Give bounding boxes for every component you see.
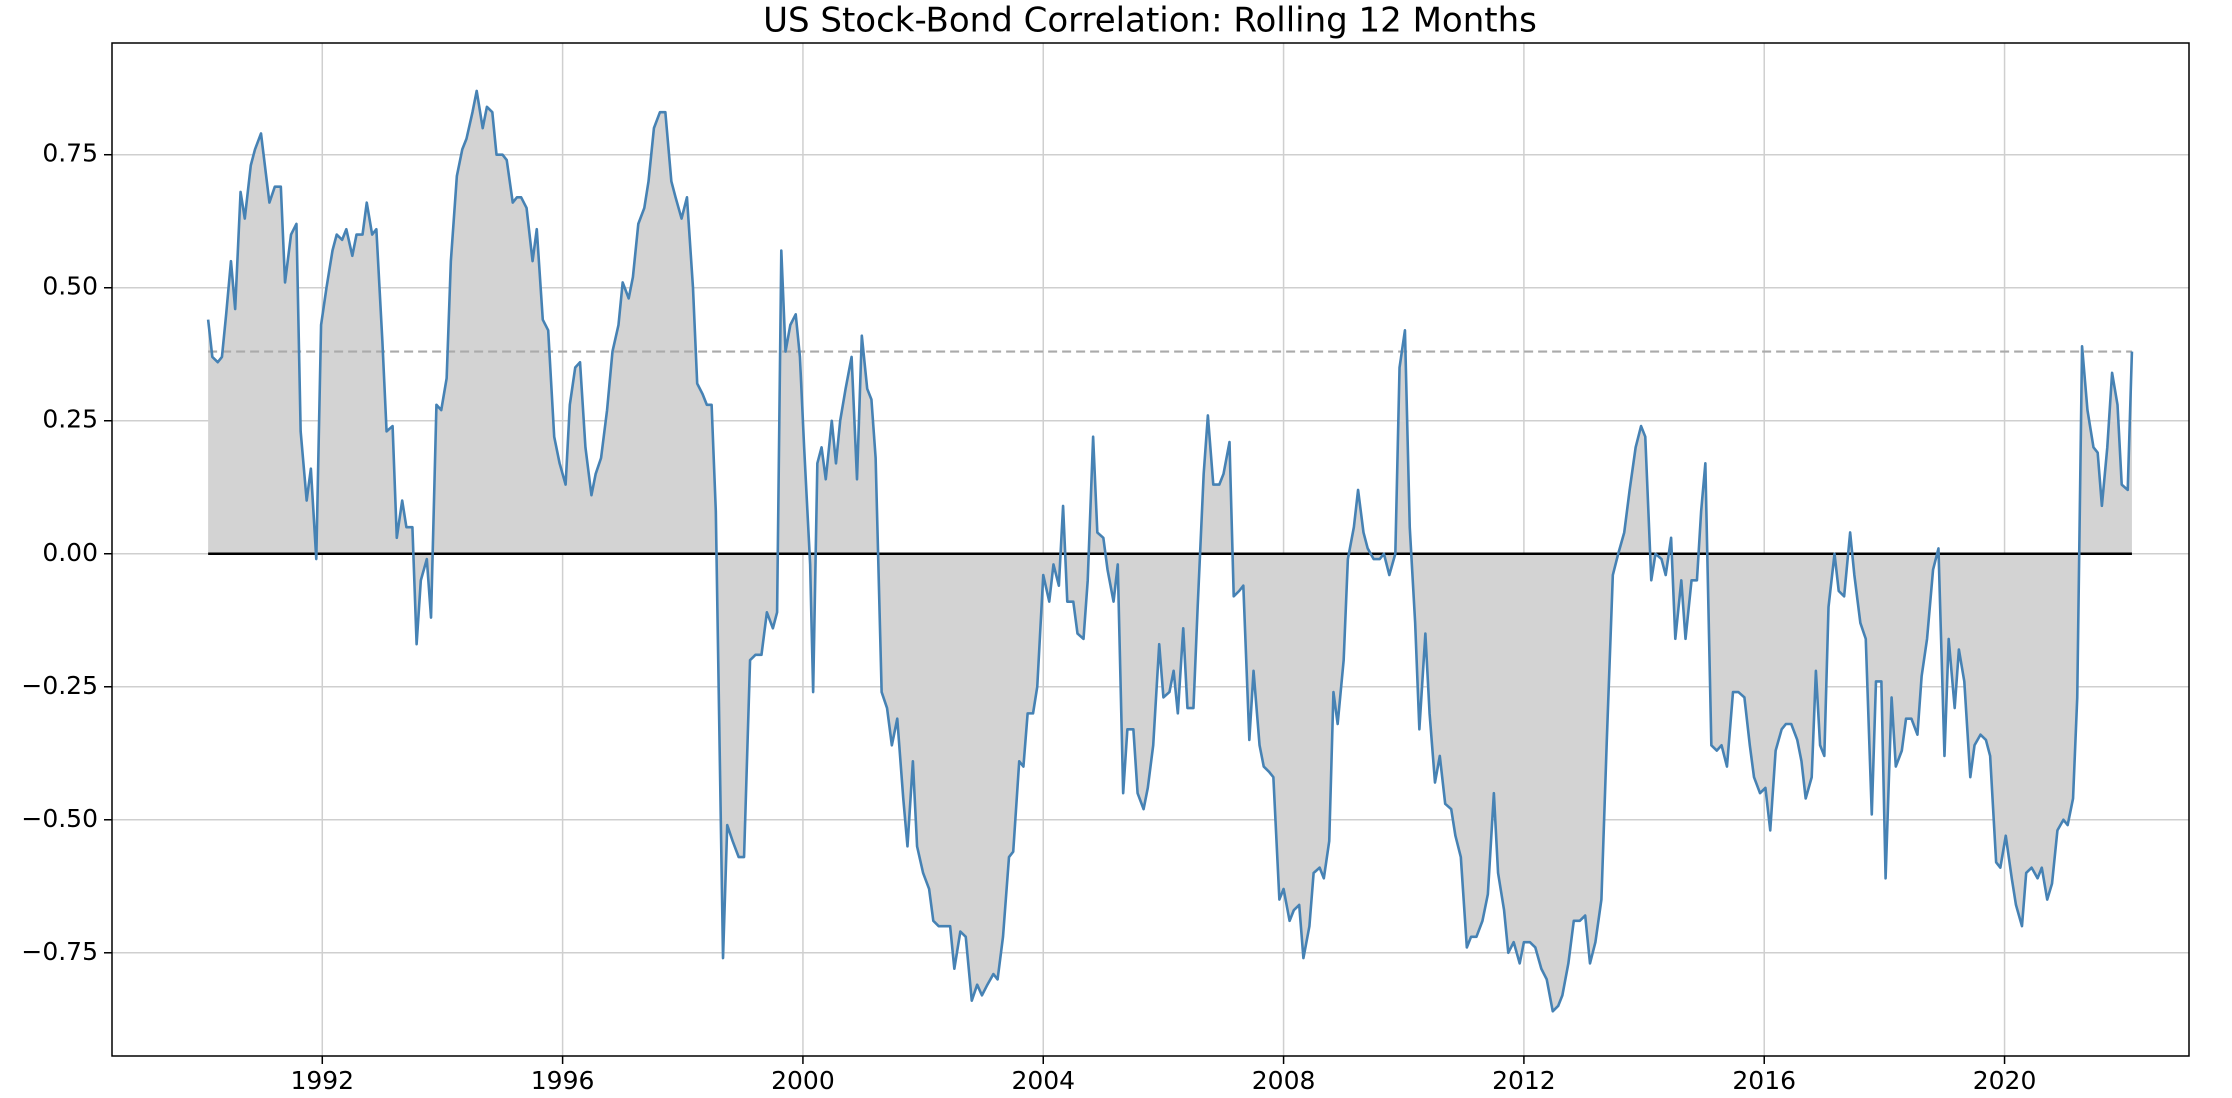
y-tick-label: −0.50 <box>21 804 98 833</box>
y-tick-label: 0.25 <box>42 405 98 434</box>
y-tick-label: −0.75 <box>21 937 98 966</box>
y-tick-label: 0.00 <box>42 538 98 567</box>
x-tick-label: 2000 <box>771 1066 835 1095</box>
x-tick-label: 2016 <box>1732 1066 1796 1095</box>
x-tick-label: 2008 <box>1252 1066 1316 1095</box>
x-tick-label: 2012 <box>1492 1066 1556 1095</box>
x-tick-label: 2020 <box>1973 1066 2037 1095</box>
y-tick-label: 0.50 <box>42 272 98 301</box>
x-tick-label: 1992 <box>290 1066 354 1095</box>
x-tick-label: 1996 <box>531 1066 595 1095</box>
y-tick-label: 0.75 <box>42 139 98 168</box>
chart-title: US Stock-Bond Correlation: Rolling 12 Mo… <box>763 1 1537 41</box>
area-fill <box>208 90 2132 1012</box>
plot-frame <box>111 42 2190 1057</box>
series-line <box>206 89 2134 1013</box>
x-tick-label: 2004 <box>1011 1066 1075 1095</box>
y-tick-label: −0.25 <box>21 671 98 700</box>
